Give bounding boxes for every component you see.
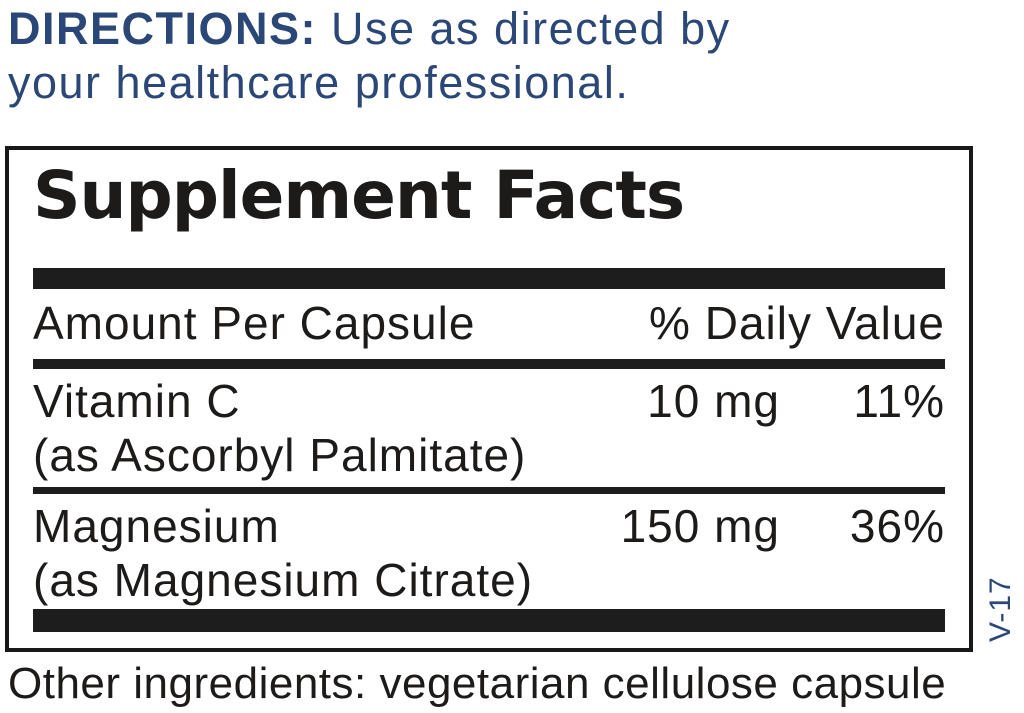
nutrient-daily-value: 36% bbox=[849, 500, 945, 552]
divider-bar-thick-top bbox=[33, 268, 945, 289]
nutrient-name: Vitamin C bbox=[33, 375, 241, 427]
nutrient-daily-value: 11% bbox=[853, 375, 945, 427]
nutrient-row-main: Vitamin C 10 mg 11% bbox=[33, 374, 945, 428]
directions-heading: DIRECTIONS: bbox=[8, 3, 317, 54]
daily-value-header: % Daily Value bbox=[649, 297, 945, 349]
directions-text-line2: your healthcare professional. bbox=[8, 57, 630, 108]
divider-bar-medium bbox=[33, 359, 945, 369]
nutrient-name: Magnesium bbox=[33, 500, 280, 552]
nutrient-amount: 150 mg bbox=[620, 500, 780, 552]
directions-text: Use as directed by bbox=[317, 3, 731, 54]
amount-per-capsule-header: Amount Per Capsule bbox=[33, 297, 476, 349]
supplement-facts-panel: Supplement Facts Amount Per Capsule % Da… bbox=[5, 146, 973, 652]
nutrient-source: (as Magnesium Citrate) bbox=[33, 554, 534, 606]
nutrient-amount: 10 mg bbox=[647, 375, 780, 427]
other-ingredients-text: Other ingredients: vegetarian cellulose … bbox=[8, 659, 947, 708]
nutrient-row-magnesium: Magnesium 150 mg 36% (as Magnesium Citra… bbox=[33, 499, 945, 607]
nutrient-row-vitamin-c: Vitamin C 10 mg 11% (as Ascorbyl Palmita… bbox=[33, 374, 945, 482]
nutrient-source: (as Ascorbyl Palmitate) bbox=[33, 429, 527, 481]
divider-bar-thick-bottom bbox=[33, 609, 945, 632]
supplement-facts-title: Supplement Facts bbox=[33, 157, 685, 234]
vertical-version-code: V-17 bbox=[984, 576, 1017, 642]
divider-bar-thin bbox=[33, 487, 945, 494]
directions-paragraph: DIRECTIONS: Use as directed by your heal… bbox=[8, 2, 731, 110]
nutrient-row-main: Magnesium 150 mg 36% bbox=[33, 499, 945, 553]
facts-header-row: Amount Per Capsule % Daily Value bbox=[33, 295, 945, 351]
